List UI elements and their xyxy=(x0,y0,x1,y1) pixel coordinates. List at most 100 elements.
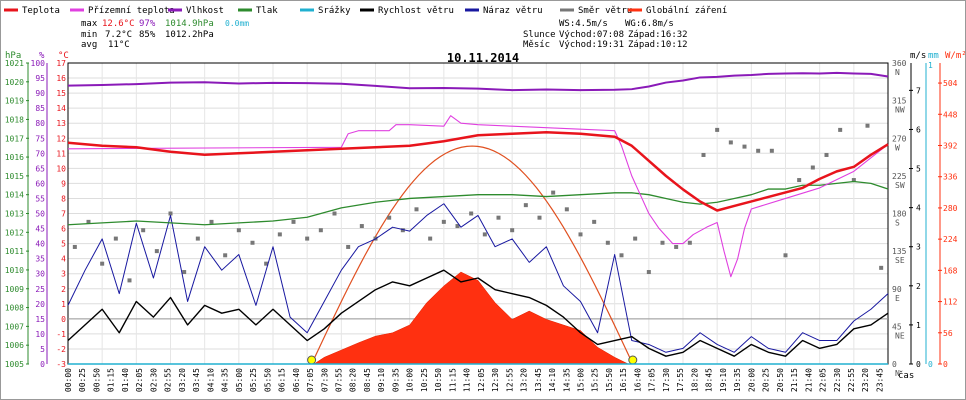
tick-c: 5 xyxy=(61,240,66,249)
tick-c: 6 xyxy=(61,225,66,234)
point-smer-vetru xyxy=(332,211,337,216)
tick-x: 02:05 xyxy=(135,368,144,392)
tick-deg: 90 xyxy=(892,285,902,294)
stat-max-label: max xyxy=(81,19,98,29)
sunset-marker xyxy=(628,355,638,365)
stat-max-rain: 0.0mm xyxy=(225,19,249,28)
point-smer-vetru xyxy=(223,253,228,258)
tick-c: -1 xyxy=(56,330,66,339)
tick-x: 03:45 xyxy=(192,368,201,392)
legend-label-1: Přízemní teplota xyxy=(88,6,175,16)
point-smer-vetru xyxy=(605,240,610,245)
tick-pct: 5 xyxy=(40,345,45,354)
plot-area xyxy=(67,71,889,365)
wind-wg: WG:6.8m/s xyxy=(625,19,674,29)
tick-x: 23:20 xyxy=(861,368,870,392)
tick-pct: 70 xyxy=(35,149,45,158)
tick-x: 22:55 xyxy=(847,368,856,392)
unit-hpa: hPa xyxy=(5,51,21,61)
tick-dir: NE xyxy=(895,331,905,340)
tick-hpa: 1018 xyxy=(5,115,24,124)
tick-c: 16 xyxy=(56,74,66,83)
point-smer-vetru xyxy=(633,236,638,241)
point-smer-vetru xyxy=(783,253,788,258)
tick-x: 17:55 xyxy=(676,368,685,392)
axis-units: hPa % °C m/s mm W/m² xyxy=(5,51,966,61)
series-naraz-vetru xyxy=(67,203,889,353)
tick-wm2: 112 xyxy=(943,298,958,307)
point-smer-vetru xyxy=(728,140,733,145)
point-smer-vetru xyxy=(277,232,282,237)
tick-x: 09:10 xyxy=(377,368,386,392)
tick-ms: 5 xyxy=(916,165,921,174)
point-smer-vetru xyxy=(86,219,91,224)
stat-max-hum: 97% xyxy=(139,19,156,29)
point-smer-vetru xyxy=(482,232,487,237)
tick-pct: 90 xyxy=(35,89,45,98)
tick-x: 05:50 xyxy=(263,368,272,392)
tick-x: 14:35 xyxy=(562,368,571,392)
tick-pct: 15 xyxy=(35,315,45,324)
unit-pct: % xyxy=(39,51,45,61)
point-smer-vetru xyxy=(400,228,405,233)
tick-x: 05:25 xyxy=(249,368,258,392)
point-smer-vetru xyxy=(838,127,843,132)
tick-c: 17 xyxy=(56,59,66,68)
tick-c: 15 xyxy=(56,89,66,98)
point-smer-vetru xyxy=(523,203,528,208)
tick-deg: 0 xyxy=(892,360,897,369)
tick-dir: N xyxy=(895,68,900,77)
tick-x: 13:20 xyxy=(520,368,529,392)
tick-hpa: 1011 xyxy=(5,247,24,256)
tick-x: 06:15 xyxy=(278,368,287,392)
point-smer-vetru xyxy=(346,244,351,249)
tick-x: 23:45 xyxy=(875,368,884,392)
tick-deg: 225 xyxy=(892,172,907,181)
tick-hpa: 1016 xyxy=(5,153,24,162)
tick-x: 02:55 xyxy=(164,368,173,392)
tick-x: 00:25 xyxy=(78,368,87,392)
tick-deg: 360 xyxy=(892,59,907,68)
sun-path xyxy=(311,145,634,365)
point-smer-vetru xyxy=(154,249,159,254)
tick-x: 10:50 xyxy=(434,368,443,392)
legend-label-4: Srážky xyxy=(318,6,351,16)
tick-x: 10:25 xyxy=(420,368,429,392)
tick-pct: 60 xyxy=(35,179,45,188)
unit-c: °C xyxy=(58,51,69,61)
tick-pct: 85 xyxy=(35,104,45,113)
tick-x: 19:35 xyxy=(733,368,742,392)
tick-x: 20:25 xyxy=(762,368,771,392)
tick-c: 0 xyxy=(61,315,66,324)
tick-x: 13:45 xyxy=(534,368,543,392)
tick-deg: 270 xyxy=(892,134,907,143)
point-smer-vetru xyxy=(182,270,187,275)
point-smer-vetru xyxy=(674,244,679,249)
tick-dir: N xyxy=(895,369,900,378)
tick-x: 07:55 xyxy=(334,368,343,392)
tick-x: 08:45 xyxy=(363,368,372,392)
point-smer-vetru xyxy=(564,207,569,212)
tick-c: -3 xyxy=(56,360,66,369)
tick-c: -2 xyxy=(56,345,66,354)
point-smer-vetru xyxy=(715,127,720,132)
tick-x: 16:15 xyxy=(619,368,628,392)
point-smer-vetru xyxy=(824,152,829,157)
series-prizemni-teplota xyxy=(67,115,889,278)
tick-c: 13 xyxy=(56,119,66,128)
tick-pct: 95 xyxy=(35,74,45,83)
tick-x: 01:40 xyxy=(121,368,130,392)
legend-label-3: Tlak xyxy=(256,6,278,16)
tick-pct: 20 xyxy=(35,300,45,309)
tick-x: 09:35 xyxy=(391,368,400,392)
point-smer-vetru xyxy=(646,270,651,275)
tick-c: 7 xyxy=(61,210,66,219)
point-smer-vetru xyxy=(236,228,241,233)
point-smer-vetru xyxy=(414,207,419,212)
tick-pct: 55 xyxy=(35,194,45,203)
sun-rise: Východ:07:08 xyxy=(559,30,624,40)
tick-x: 21:15 xyxy=(790,368,799,392)
point-smer-vetru xyxy=(168,211,173,216)
sun-set: Západ:16:32 xyxy=(628,30,688,40)
